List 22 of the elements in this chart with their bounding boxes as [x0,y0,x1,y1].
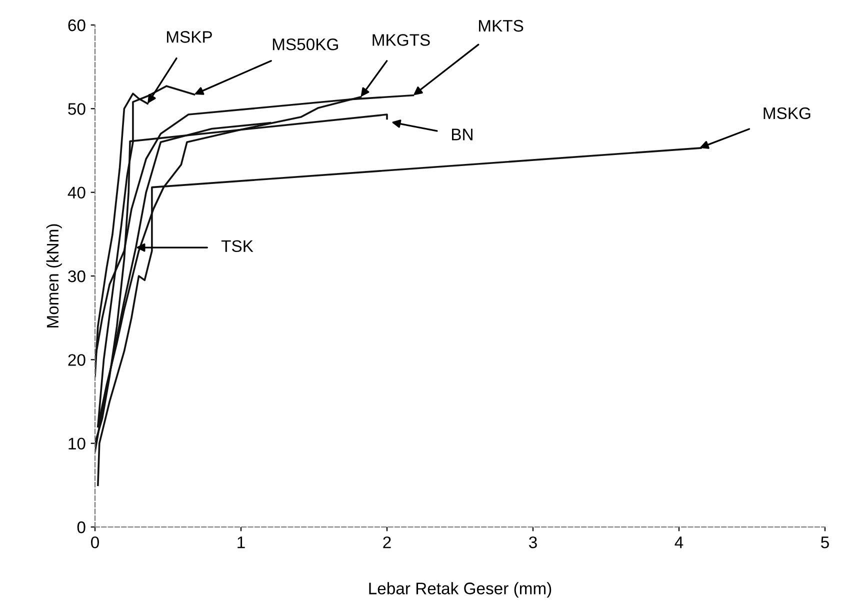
y-tick-label: 40 [68,186,86,199]
annotation: MKTS [479,20,524,32]
annotation: MSKG [764,107,810,120]
x-tick-label: 1 [238,536,245,548]
x-tick-label: 2 [383,536,391,548]
y-tick-label: 0 [77,521,86,534]
y-tick-label: 30 [68,270,86,282]
y-tick-label: 10 [68,438,86,450]
y-axis-title: Momen (kNm) [46,224,62,328]
x-tick-label: 5 [821,536,829,548]
x-tick-label: 0 [91,536,99,548]
annotation: BN [452,128,472,140]
annotation: MSKP [166,31,212,43]
y-tick-label: 60 [68,19,86,32]
annotation: MS50KG [272,38,338,50]
x-tick-label: 3 [529,536,537,548]
y-tick-label: 50 [68,103,86,115]
y-tick-label: 20 [68,354,86,366]
annotation: TSK [221,240,254,252]
x-axis-title: Lebar Retak Geser (mm) [369,582,552,598]
x-tick-label: 4 [674,536,684,548]
annotation: MKGTS [372,34,430,46]
